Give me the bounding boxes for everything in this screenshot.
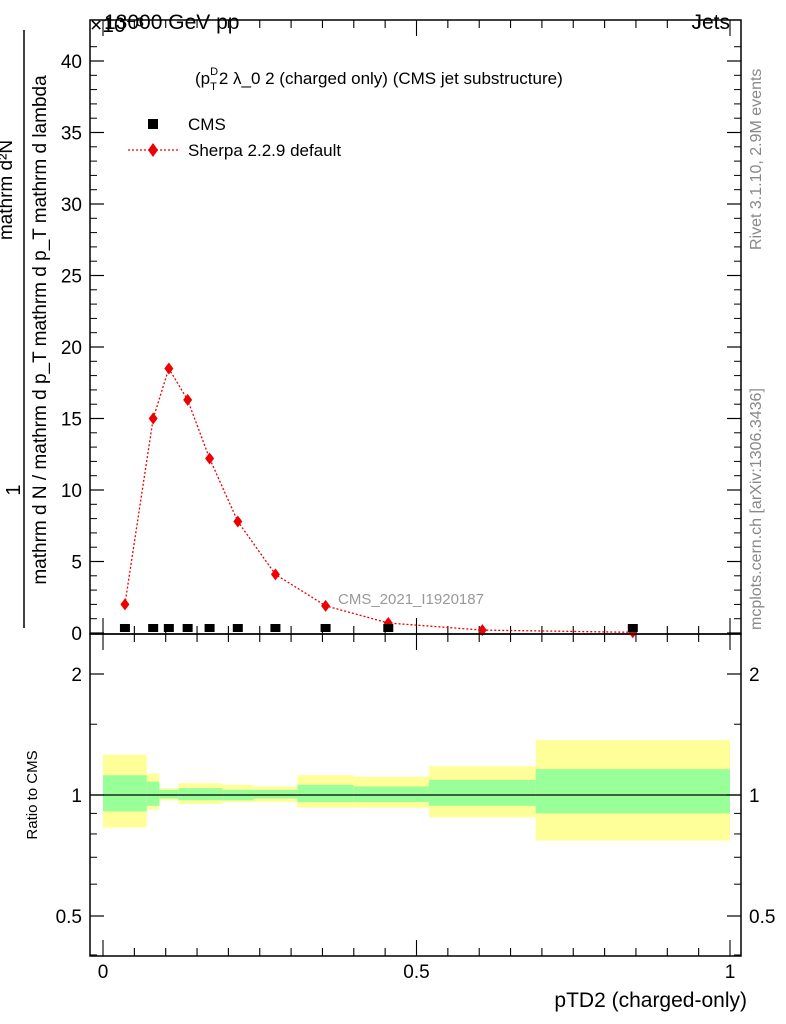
cms-point [163, 624, 174, 632]
x-tick-label: 1 [725, 962, 736, 983]
ratio-inner-band [178, 788, 198, 801]
ratio-inner-band [535, 769, 730, 814]
y-tick-label: 30 [61, 195, 82, 216]
ratio-y-tick-label-right: 0.5 [749, 907, 775, 928]
sherpa-point [120, 598, 130, 611]
plot-title-rest: 2 λ_0 2 (charged only) (CMS jet substruc… [219, 69, 563, 88]
ratio-inner-band [103, 775, 147, 812]
y-tick-label: 40 [61, 52, 82, 73]
ratio-inner-band [353, 786, 430, 803]
cms-point [148, 624, 159, 632]
ratio-inner-band [429, 779, 536, 806]
x-axis-label: pTD2 (charged-only) [554, 989, 747, 1012]
legend-cms-marker [148, 119, 158, 129]
cms-point [204, 624, 215, 632]
x-tick-label: 0 [98, 962, 109, 983]
ratio-y-tick-label-right: 1 [749, 786, 760, 807]
cms-point [119, 624, 130, 632]
ratio-y-tick-label: 2 [71, 665, 82, 686]
category-label: Jets [691, 11, 730, 34]
ratio-inner-band [146, 781, 160, 806]
cms-point [270, 624, 281, 632]
cms-point [383, 624, 394, 632]
cms-series [119, 624, 638, 632]
legend-sherpa-label: Sherpa 2.2.9 default [188, 141, 341, 160]
ratio-y-tick-label: 1 [71, 786, 82, 807]
sherpa-point [148, 412, 158, 425]
analysis-watermark: CMS_2021_I1920187 [338, 591, 484, 608]
y-tick-label: 15 [61, 410, 82, 431]
plot-title: (pD T 2 λ_0 2 (charged only) (CMS jet subs… [195, 66, 563, 93]
y-label-denominator: mathrm d N / mathrm d p_T mathrm d p_T m… [30, 75, 51, 585]
cms-point [182, 624, 193, 632]
main-x-axis [102, 20, 731, 634]
ratio-bands [103, 740, 730, 841]
y-tick-label: 25 [61, 267, 82, 288]
y-multiplier: ×10⁻³ [90, 14, 144, 37]
main-panel: 0 5 10 15 20 25 30 35 40 (pD T 2 λ_0 2 (charged on… [61, 19, 742, 645]
main-y-axis: 0 5 10 15 20 25 30 35 40 [61, 46, 741, 645]
energy-label: 13000 GeV pp [104, 11, 239, 34]
x-tick-label: 0.5 [403, 962, 429, 983]
ratio-y-tick-label-right: 2 [749, 665, 760, 686]
y-label-dN: mathrm d²N [0, 140, 17, 240]
ratio-y-label: Ratio to CMS [24, 750, 41, 839]
ratio-y-tick-label: 0.5 [56, 907, 82, 928]
ratio-x-axis: 0 0.5 1 [98, 634, 736, 983]
sherpa-point [164, 362, 174, 375]
plot-title-base: (p [195, 69, 210, 88]
sherpa-point [233, 515, 243, 528]
legend-cms-label: CMS [188, 115, 226, 134]
y-tick-label: 10 [61, 481, 82, 502]
sherpa-point [183, 393, 193, 406]
ratio-panel: 0.5 0.51 12 2 0 0.5 1 Ratio to CMS [24, 633, 775, 983]
ratio-y-axis: 0.5 0.5 1 1 2 2 [56, 665, 775, 956]
legend: CMS Sherpa 2.2.9 default [128, 115, 341, 160]
y-tick-label: 5 [71, 553, 82, 574]
y-tick-label: 20 [61, 338, 82, 359]
sherpa-point [270, 568, 280, 581]
legend-sherpa-marker [148, 143, 158, 157]
main-panel-frame [89, 19, 742, 635]
sherpa-point [205, 452, 215, 465]
sherpa-point [321, 599, 331, 612]
cms-point [232, 624, 243, 632]
y-tick-label: 0 [71, 624, 82, 645]
ratio-inner-band [159, 789, 179, 799]
plot-title-sub: T [210, 81, 217, 93]
sherpa-point [477, 624, 487, 637]
cms-point [320, 624, 331, 632]
plot-title-sup: D [210, 66, 218, 78]
y-tick-label: 35 [61, 124, 82, 145]
cms-point [627, 624, 638, 632]
ratio-inner-band [297, 784, 354, 803]
rivet-label: Rivet 3.1.10, 2.9M events [748, 69, 765, 250]
y-label-numerator: 1 [3, 484, 25, 495]
ratio-inner-band [197, 788, 223, 801]
mcplots-label: mcplots.cern.ch [arXiv:1306.3436] [748, 388, 765, 630]
y-axis-label: 1 mathrm d N / mathrm d p_T mathrm d p_T… [0, 30, 51, 628]
ratio-inner-band [253, 789, 298, 799]
